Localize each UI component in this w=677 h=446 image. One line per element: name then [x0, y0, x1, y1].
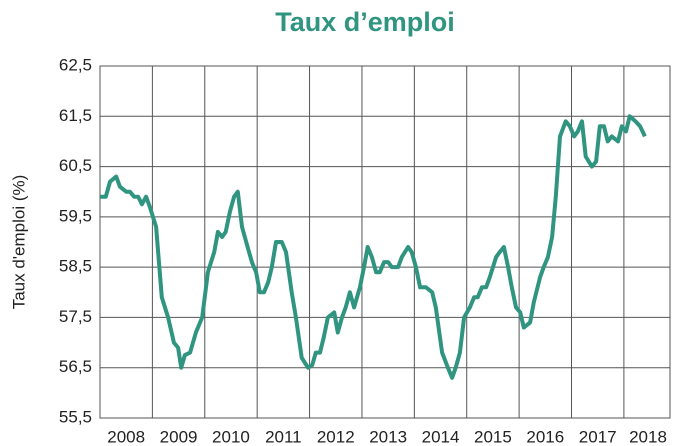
chart-title: Taux d’emploi [275, 7, 455, 37]
data-line [100, 114, 647, 380]
y-tick-label: 58,5 [59, 257, 92, 276]
y-tick-label: 55,5 [59, 407, 92, 426]
y-tick-label: 62,5 [59, 55, 92, 74]
x-tick-label: 2016 [526, 427, 564, 446]
x-tick-label: 2008 [107, 427, 145, 446]
y-tick-label: 59,5 [59, 206, 92, 225]
x-tick-label: 2018 [629, 427, 667, 446]
x-tick-label: 2011 [265, 427, 302, 446]
x-tick-label: 2009 [160, 427, 198, 446]
x-tick-label: 2013 [369, 427, 407, 446]
x-tick-label: 2012 [317, 427, 355, 446]
x-tick-label: 2014 [422, 427, 460, 446]
plot-frame [99, 65, 671, 419]
y-tick-label: 57,5 [59, 307, 92, 326]
x-tick-label: 2015 [474, 427, 512, 446]
y-tick-label: 60,5 [59, 156, 92, 175]
y-tick-label: 56,5 [59, 357, 92, 376]
x-tick-label: 2017 [579, 427, 617, 446]
x-tick-label: 2010 [212, 427, 250, 446]
y-tick-label: 61,5 [59, 106, 92, 125]
y-axis-label: Taux d'emploi (%) [9, 175, 28, 310]
